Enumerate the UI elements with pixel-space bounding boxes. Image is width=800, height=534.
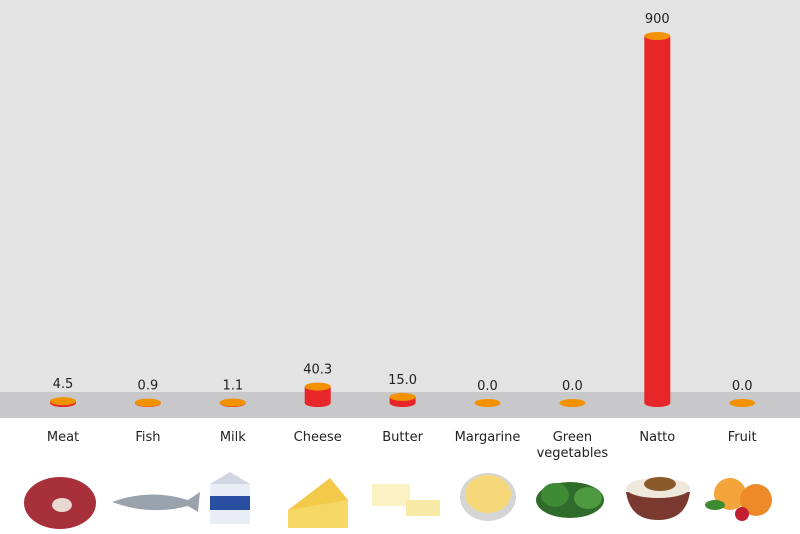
category-label: Milk [219, 430, 246, 445]
value-label: 4.5 [53, 377, 74, 392]
bar-cap [644, 32, 671, 40]
category-label: Green vegetables [536, 430, 609, 461]
category-label: Fish [135, 430, 161, 445]
bar-cap [474, 399, 501, 407]
category-label: Margarine [454, 430, 521, 445]
bar-cap [134, 398, 161, 407]
category-label: Fruit [727, 430, 757, 445]
value-label: 0.0 [477, 379, 498, 394]
value-label: 15.0 [388, 373, 417, 388]
bar-cap [729, 399, 756, 407]
bar-cap [219, 398, 246, 407]
value-label: 0.0 [562, 379, 583, 394]
background [0, 0, 800, 392]
value-label: 40.3 [303, 363, 332, 378]
value-label: 0.0 [732, 379, 753, 394]
value-label: 900 [645, 12, 670, 27]
bar [644, 36, 671, 403]
category-label: Natto [639, 430, 676, 445]
category-label: Meat [46, 430, 80, 445]
bar [304, 386, 331, 403]
food-images [24, 472, 772, 529]
bar-cap [559, 399, 586, 407]
category-label: Butter [382, 430, 423, 445]
bar-cap [50, 397, 76, 406]
value-label: 0.9 [138, 379, 159, 394]
bar-cap [304, 382, 331, 391]
category-label: Cheese [293, 430, 342, 445]
value-label: 1.1 [222, 379, 243, 394]
bar-cap [389, 392, 416, 401]
